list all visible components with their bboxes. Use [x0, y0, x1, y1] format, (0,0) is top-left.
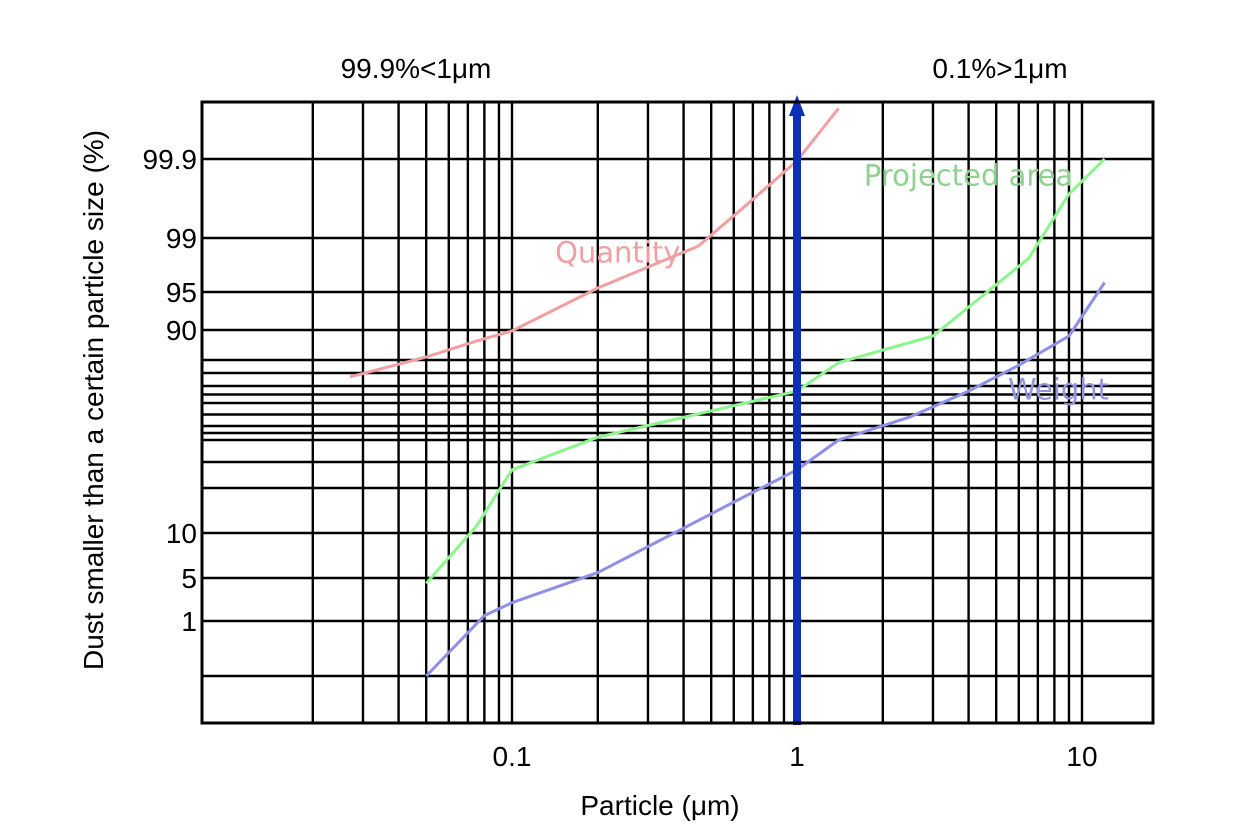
x-tick-labels: 0.1 1 10: [493, 741, 1098, 772]
one-micron-marker: [789, 95, 805, 725]
y-tick-label: 10: [166, 518, 197, 549]
y-tick-label: 99.9: [143, 144, 198, 175]
grid-lines: [202, 102, 1153, 723]
marker-arrowhead: [789, 95, 805, 116]
y-tick-label: 5: [181, 563, 197, 594]
series-line-projected-area: [425, 157, 1106, 585]
y-tick-label: 1: [181, 606, 197, 637]
y-tick-label: 95: [166, 277, 197, 308]
plot-frame: [200, 100, 1155, 725]
series-label-weight: Weight: [1008, 373, 1109, 407]
series-labels: Quantity Projected area Weight: [555, 158, 1109, 406]
series-lines: [349, 107, 1106, 678]
x-tick-label: 0.1: [493, 741, 532, 772]
y-axis-label: Dust smaller than a certain particle siz…: [78, 130, 109, 670]
series-line-weight: [425, 281, 1106, 678]
y-tick-label: 90: [166, 315, 197, 346]
x-axis-label: Particle (μm): [580, 790, 739, 821]
series-label-quantity: Quantity: [555, 235, 680, 269]
y-tick-label: 99: [166, 223, 197, 254]
annotation-right: 0.1%>1μm: [932, 53, 1067, 84]
y-tick-labels: 99.9 99 95 90 10 5 1: [143, 144, 198, 637]
series-label-projected-area: Projected area: [864, 158, 1073, 192]
series-line-quantity: [349, 107, 840, 379]
annotation-left: 99.9%<1μm: [341, 53, 492, 84]
x-tick-label: 10: [1066, 741, 1097, 772]
x-tick-label: 1: [789, 741, 805, 772]
